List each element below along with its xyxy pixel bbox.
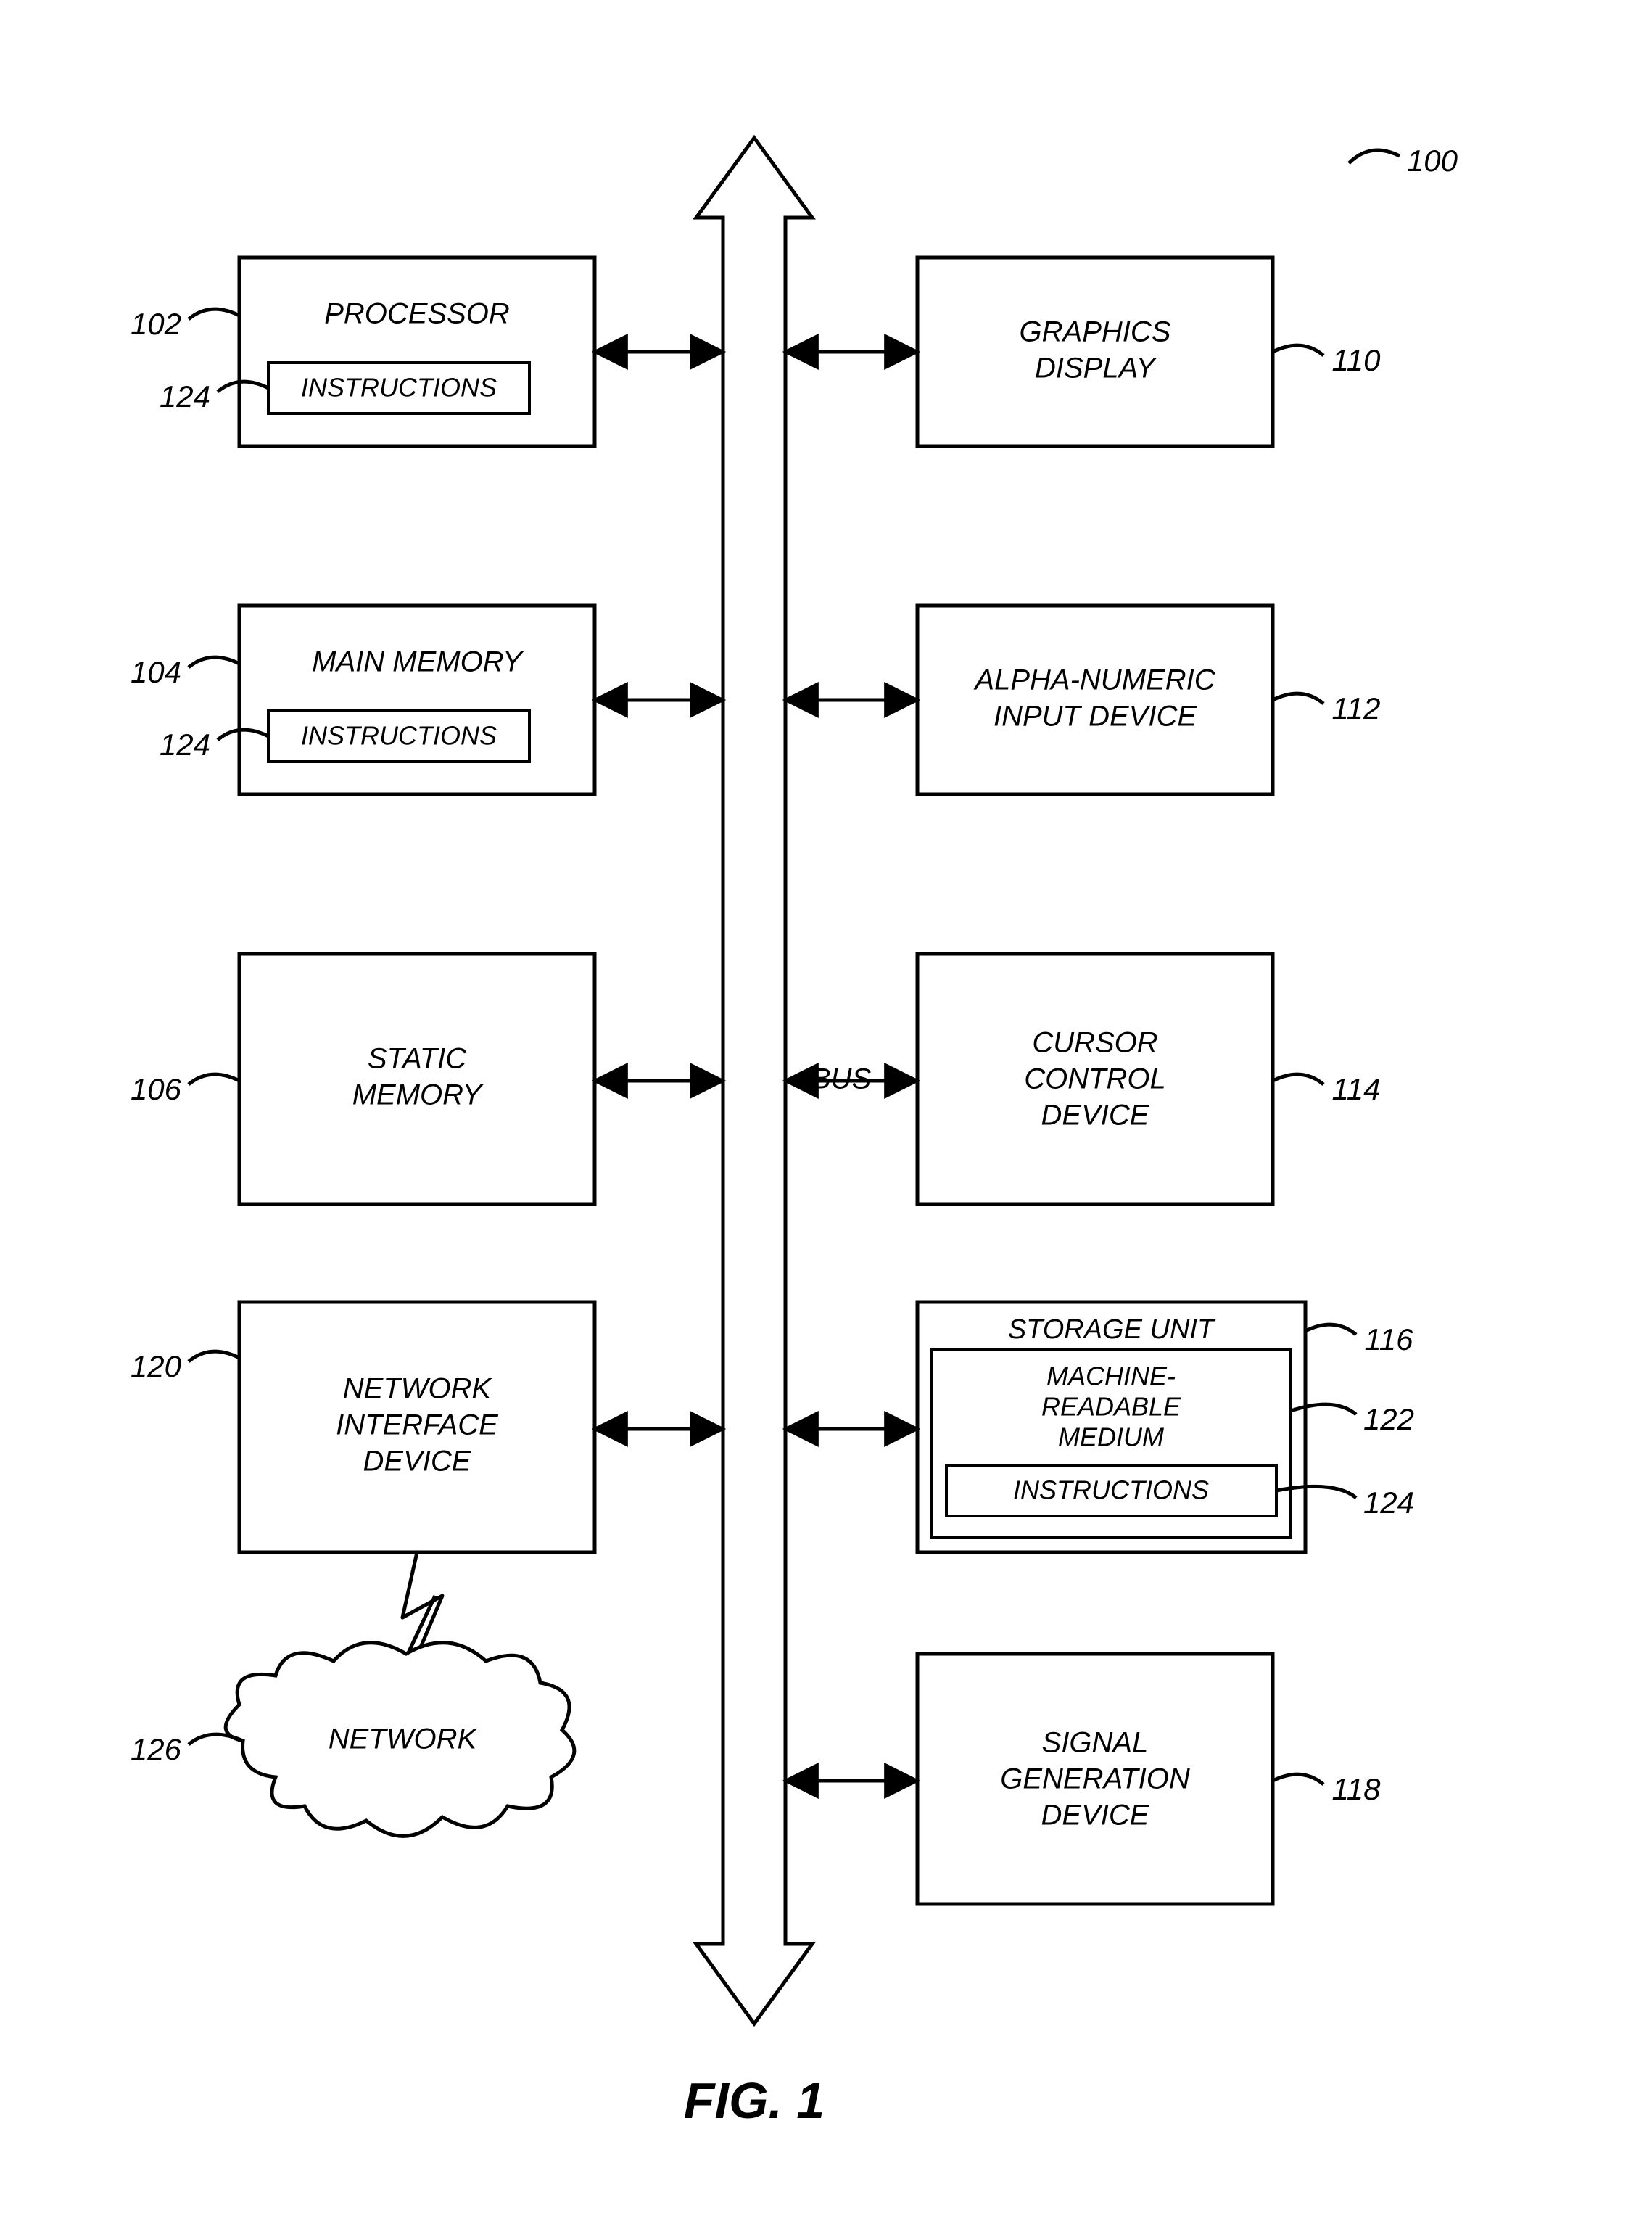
network-interface-box: NETWORK INTERFACE DEVICE 120 [131, 1302, 595, 1552]
svg-text:STORAGE UNIT: STORAGE UNIT [1008, 1314, 1216, 1345]
svg-text:116: 116 [1365, 1322, 1414, 1356]
svg-text:120: 120 [131, 1349, 182, 1383]
svg-text:INSTRUCTIONS: INSTRUCTIONS [1013, 1475, 1209, 1505]
cursor-control-box: CURSOR CONTROL DEVICE 114 [917, 954, 1380, 1204]
svg-text:NETWORK: NETWORK [329, 1723, 479, 1755]
alphanum-input-box: ALPHA-NUMERIC INPUT DEVICE 112 [917, 606, 1380, 794]
network-cloud: NETWORK 126 [131, 1643, 574, 1837]
ref-100: 100 [1407, 144, 1458, 178]
svg-text:104: 104 [131, 655, 181, 689]
svg-text:INSTRUCTIONS: INSTRUCTIONS [301, 373, 497, 403]
computer-system-diagram: 100 BUS PROCESSOR INSTRUCTIONS 102 124 M… [0, 0, 1652, 2229]
svg-text:ALPHA-NUMERIC: ALPHA-NUMERIC [973, 664, 1215, 696]
storage-unit-box: STORAGE UNIT MACHINE- READABLE MEDIUM IN… [917, 1302, 1414, 1552]
svg-text:CURSOR: CURSOR [1032, 1027, 1157, 1059]
svg-text:INPUT DEVICE: INPUT DEVICE [994, 701, 1197, 733]
svg-text:SIGNAL: SIGNAL [1042, 1727, 1149, 1759]
svg-text:READABLE: READABLE [1041, 1392, 1181, 1422]
svg-text:NETWORK: NETWORK [343, 1373, 493, 1405]
svg-text:DEVICE: DEVICE [1041, 1800, 1150, 1832]
graphics-display-box: GRAPHICS DISPLAY 110 [917, 257, 1381, 446]
svg-text:DEVICE: DEVICE [363, 1446, 472, 1478]
svg-text:INTERFACE: INTERFACE [336, 1409, 499, 1441]
svg-text:DEVICE: DEVICE [1041, 1100, 1150, 1132]
svg-text:MAIN MEMORY: MAIN MEMORY [312, 646, 524, 678]
svg-text:MACHINE-: MACHINE- [1046, 1361, 1176, 1391]
svg-text:114: 114 [1332, 1072, 1381, 1106]
leader-100 [1349, 150, 1400, 163]
main-memory-box: MAIN MEMORY INSTRUCTIONS 104 124 [131, 606, 595, 794]
svg-text:PROCESSOR: PROCESSOR [324, 298, 510, 330]
svg-text:124: 124 [160, 379, 210, 413]
static-memory-box: STATIC MEMORY 106 [131, 954, 595, 1204]
svg-text:CONTROL: CONTROL [1024, 1063, 1166, 1095]
svg-text:STATIC: STATIC [368, 1043, 467, 1075]
svg-text:MEMORY: MEMORY [352, 1079, 484, 1111]
svg-text:GENERATION: GENERATION [1000, 1763, 1190, 1795]
signal-gen-box: SIGNAL GENERATION DEVICE 118 [917, 1654, 1381, 1904]
svg-text:124: 124 [1363, 1486, 1414, 1520]
processor-box: PROCESSOR INSTRUCTIONS 102 124 [131, 257, 595, 446]
svg-text:106: 106 [131, 1072, 182, 1106]
svg-text:112: 112 [1332, 691, 1381, 725]
svg-text:102: 102 [131, 307, 181, 341]
svg-text:118: 118 [1332, 1772, 1382, 1806]
svg-text:INSTRUCTIONS: INSTRUCTIONS [301, 721, 497, 751]
svg-text:124: 124 [160, 728, 210, 762]
svg-text:122: 122 [1363, 1402, 1414, 1436]
svg-text:110: 110 [1332, 343, 1382, 377]
svg-text:126: 126 [131, 1732, 182, 1766]
svg-text:DISPLAY: DISPLAY [1035, 353, 1157, 384]
figure-label: FIG. 1 [684, 2072, 825, 2129]
svg-text:GRAPHICS: GRAPHICS [1020, 316, 1171, 348]
svg-text:MEDIUM: MEDIUM [1058, 1422, 1164, 1452]
